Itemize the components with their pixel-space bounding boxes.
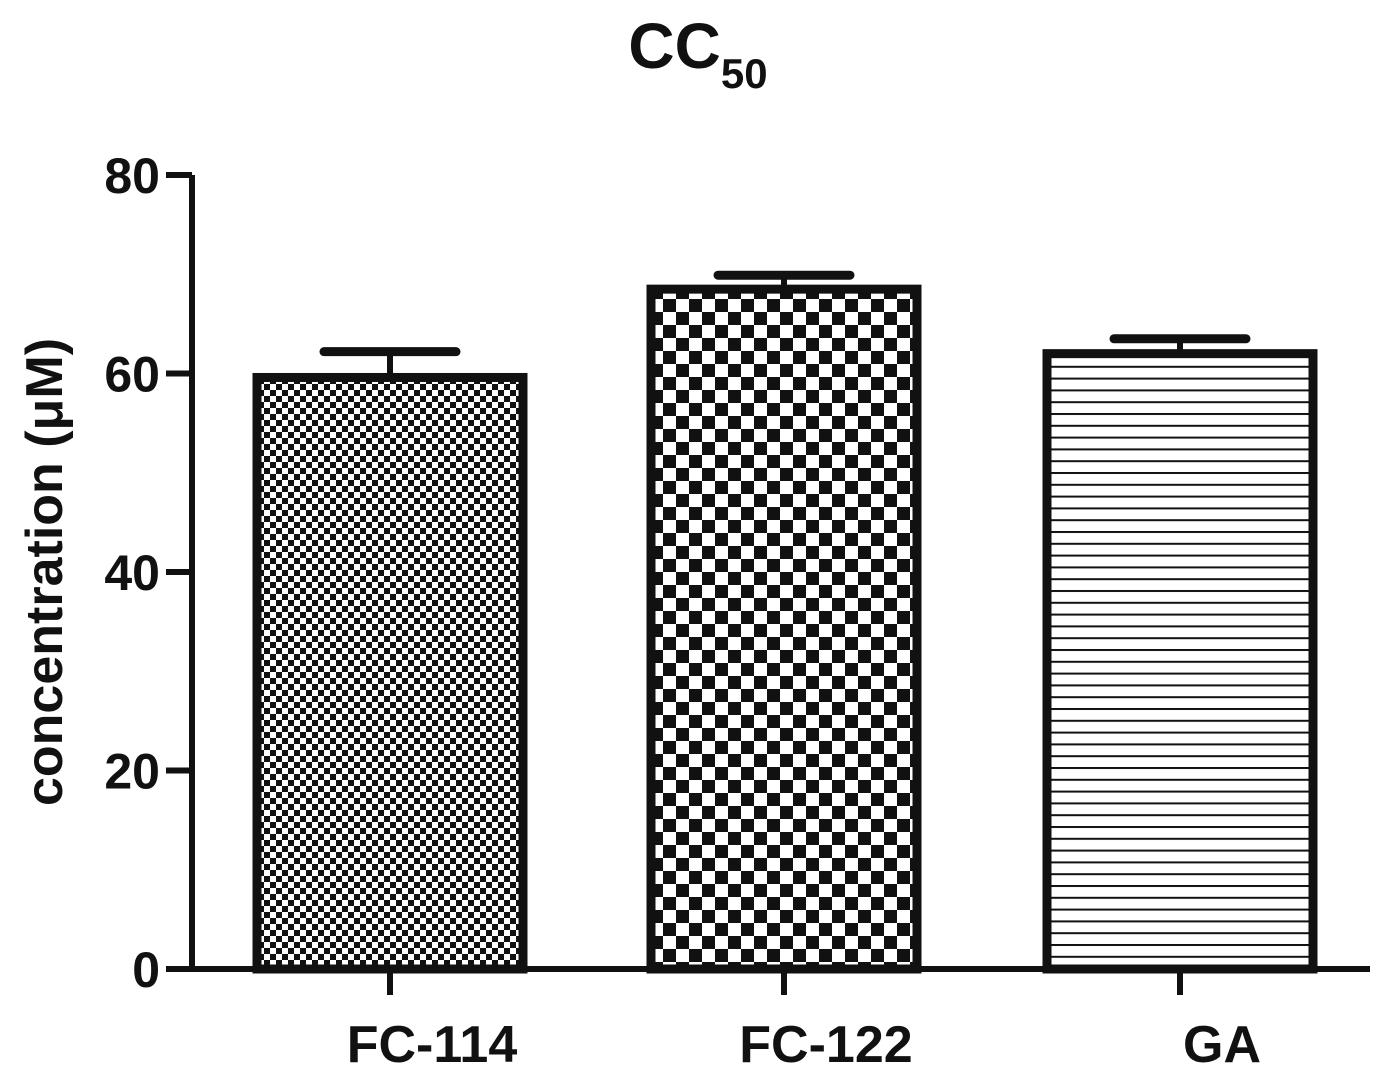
y-tick-label: 80 <box>104 148 160 204</box>
chart-title: CC50 <box>628 10 767 97</box>
y-tick-label: 20 <box>104 744 160 800</box>
category-labels: FC-114 FC-122 GA <box>347 1016 1261 1074</box>
x-category-label: FC-122 <box>739 1016 912 1074</box>
x-category-label: GA <box>1183 1016 1261 1074</box>
bar-fc-114 <box>252 372 528 974</box>
chart-title-main: CC <box>628 10 720 82</box>
y-tick-label: 60 <box>104 347 160 403</box>
y-tick-label: 40 <box>104 545 160 601</box>
bar-ga <box>1042 349 1318 974</box>
bar-fc-122 <box>646 284 922 974</box>
y-tick-label: 0 <box>132 942 160 998</box>
x-category-label: FC-114 <box>347 1016 518 1074</box>
bars <box>252 270 1318 974</box>
chart-title-subscript: 50 <box>721 50 768 97</box>
y-axis-label: concentration (μM) <box>16 338 74 806</box>
